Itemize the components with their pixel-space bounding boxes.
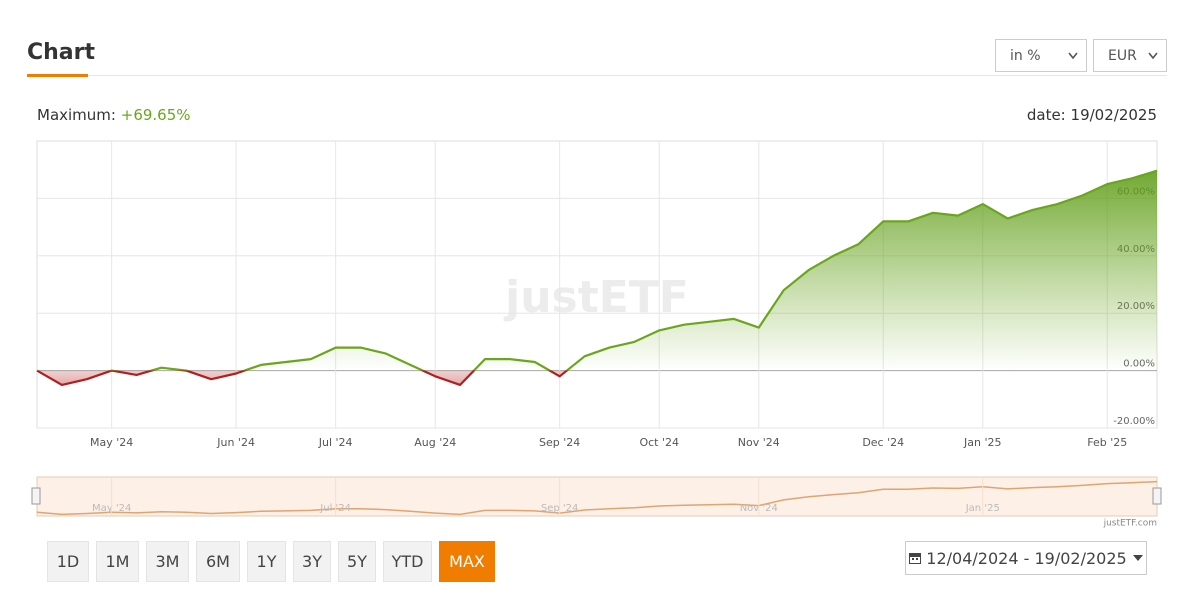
navigator-handle[interactable] (1152, 487, 1162, 505)
x-tick-label: Sep '24 (539, 436, 580, 449)
area (37, 170, 1157, 385)
maximum-value: +69.65% (120, 106, 191, 124)
x-tick-label: Dec '24 (862, 436, 904, 449)
chevron (1068, 52, 1078, 60)
date-range-button[interactable]: 12/04/2024 - 19/02/2025 (905, 541, 1147, 575)
range-button[interactable]: 3Y (293, 541, 331, 582)
calendar-icon (909, 553, 922, 564)
maximum: Maximum: +69.65% (37, 106, 191, 124)
currency-select-text: EUR (1108, 47, 1137, 64)
range-button[interactable]: MAX (439, 541, 495, 582)
title-underline (27, 74, 88, 77)
date-range-text: 12/04/2024 - 19/02/2025 (926, 548, 1127, 568)
x-tick-label: Aug '24 (414, 436, 456, 449)
x-tick-label: Jan '25 (963, 436, 1001, 449)
unit-select-text: in % (1010, 47, 1041, 64)
x-tick-label: May '24 (90, 436, 133, 449)
x-tick-label: Oct '24 (639, 436, 679, 449)
date-label: date: (1026, 106, 1066, 124)
caret (1132, 555, 1143, 561)
x-tick-label: Nov '24 (738, 436, 780, 449)
chart: justETF justETF.com -20.00%0.00%20.00%40… (31, 140, 1162, 529)
range-button[interactable]: 6M (196, 541, 240, 582)
range-button[interactable]: 1Y (247, 541, 286, 582)
range-button[interactable]: 3M (146, 541, 189, 582)
range-button[interactable]: YTD (383, 541, 432, 582)
date-value: 19/02/2025 (1070, 106, 1157, 124)
x-tick-label: Jun '24 (216, 436, 255, 449)
range-button[interactable]: 1M (96, 541, 139, 582)
section-title: Chart (27, 40, 96, 65)
divider (88, 75, 1167, 76)
currency-select[interactable]: EUR (1093, 39, 1167, 72)
line (36, 169, 1158, 386)
maximum-label: Maximum: (37, 106, 116, 124)
unit-select[interactable]: in % (995, 39, 1087, 72)
range-button[interactable]: 5Y (338, 541, 376, 582)
range-button[interactable]: 1D (47, 541, 89, 582)
date: date: 19/02/2025 (1027, 106, 1157, 124)
navigator-handle[interactable] (31, 487, 41, 505)
x-tick-label: Feb '25 (1087, 436, 1127, 449)
x-tick-label: Jul '24 (318, 436, 353, 449)
credit: justETF.com (1103, 519, 1157, 529)
watermark: justETF (503, 272, 689, 323)
y-tick-label: -20.00% (1113, 416, 1155, 427)
navigator-line (36, 480, 1158, 516)
chevron (1148, 52, 1158, 60)
